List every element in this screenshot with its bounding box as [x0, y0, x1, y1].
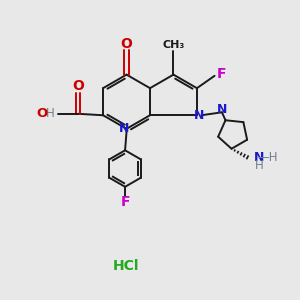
Text: N: N — [194, 109, 205, 122]
Text: F: F — [216, 67, 226, 81]
Text: N: N — [217, 103, 228, 116]
Text: —H: —H — [257, 151, 278, 164]
Text: O: O — [72, 79, 84, 93]
Text: N: N — [119, 122, 129, 135]
Text: F: F — [120, 195, 130, 209]
Text: CH₃: CH₃ — [162, 40, 184, 50]
Text: O: O — [121, 37, 133, 51]
Text: H: H — [46, 107, 55, 120]
Text: O: O — [37, 107, 48, 120]
Text: H: H — [255, 159, 264, 172]
Text: HCl: HCl — [113, 259, 140, 273]
Text: N: N — [254, 151, 265, 164]
